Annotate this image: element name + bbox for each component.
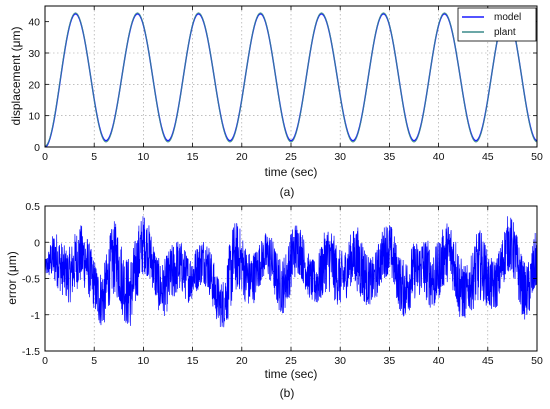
x-tick-label: 35 (384, 151, 396, 163)
y-tick-label: 10 (28, 111, 40, 123)
panel-a: 0 5 10 15 20 25 30 35 40 45 50 0 10 20 30 40 time (sec… (9, 5, 543, 199)
x-tick-label: 50 (531, 151, 543, 163)
x-ticks-b: 0 5 10 15 20 25 30 35 40 45 50 (42, 206, 543, 367)
y-ticks-a: 0 10 20 30 40 (28, 17, 537, 154)
x-tick-label: 20 (236, 151, 248, 163)
x-tick-label: 0 (42, 355, 48, 367)
x-tick-label: 15 (187, 355, 199, 367)
y-tick-label: 0 (34, 142, 40, 154)
y-axis-label-a: displacement (μm) (9, 27, 23, 126)
legend-label-plant: plant (494, 27, 516, 38)
panel-b: 0 5 10 15 20 25 30 35 40 45 50 -1.5 -1 -0.5 0 0.5 time… (5, 201, 543, 400)
x-tick-label: 25 (285, 151, 297, 163)
y-axis-label-b: error (μm) (5, 251, 19, 305)
y-tick-label: 20 (28, 79, 40, 91)
y-tick-label: -1 (31, 310, 40, 322)
series-a (45, 12, 537, 147)
x-tick-label: 30 (334, 355, 346, 367)
x-tick-label: 30 (334, 151, 346, 163)
x-tick-label: 40 (433, 151, 445, 163)
y-tick-label: 0 (34, 237, 40, 249)
y-ticks-b: -1.5 -1 -0.5 0 0.5 (22, 201, 537, 358)
x-tick-label: 15 (187, 151, 199, 163)
panel-label-b: (b) (280, 386, 295, 400)
x-tick-label: 10 (138, 151, 150, 163)
plot-area-a (45, 6, 537, 147)
x-tick-label: 25 (285, 355, 297, 367)
x-tick-label: 45 (482, 151, 494, 163)
x-axis-label-b: time (sec) (265, 367, 318, 381)
legend: model plant (457, 7, 537, 42)
x-tick-label: 45 (482, 355, 494, 367)
y-tick-label: 30 (28, 48, 40, 60)
panel-label-a: (a) (280, 185, 295, 199)
x-axis-label-a: time (sec) (265, 165, 318, 179)
x-tick-label: 40 (433, 355, 445, 367)
series-line-plant (45, 12, 537, 147)
x-tick-label: 5 (91, 151, 97, 163)
x-ticks-a: 0 5 10 15 20 25 30 35 40 45 50 (42, 6, 543, 163)
x-tick-label: 35 (384, 355, 396, 367)
y-tick-label: -1.5 (22, 346, 40, 358)
x-tick-label: 5 (91, 355, 97, 367)
y-tick-label: 0.5 (25, 201, 40, 213)
y-tick-label: -0.5 (22, 274, 40, 286)
legend-label-model: model (494, 12, 521, 23)
x-tick-label: 0 (42, 151, 48, 163)
legend-box (457, 7, 537, 42)
series-line-error (45, 216, 537, 328)
y-tick-label: 40 (28, 17, 40, 29)
x-tick-label: 10 (138, 355, 150, 367)
x-tick-label: 20 (236, 355, 248, 367)
x-tick-label: 50 (531, 355, 543, 367)
series-b (45, 216, 537, 328)
